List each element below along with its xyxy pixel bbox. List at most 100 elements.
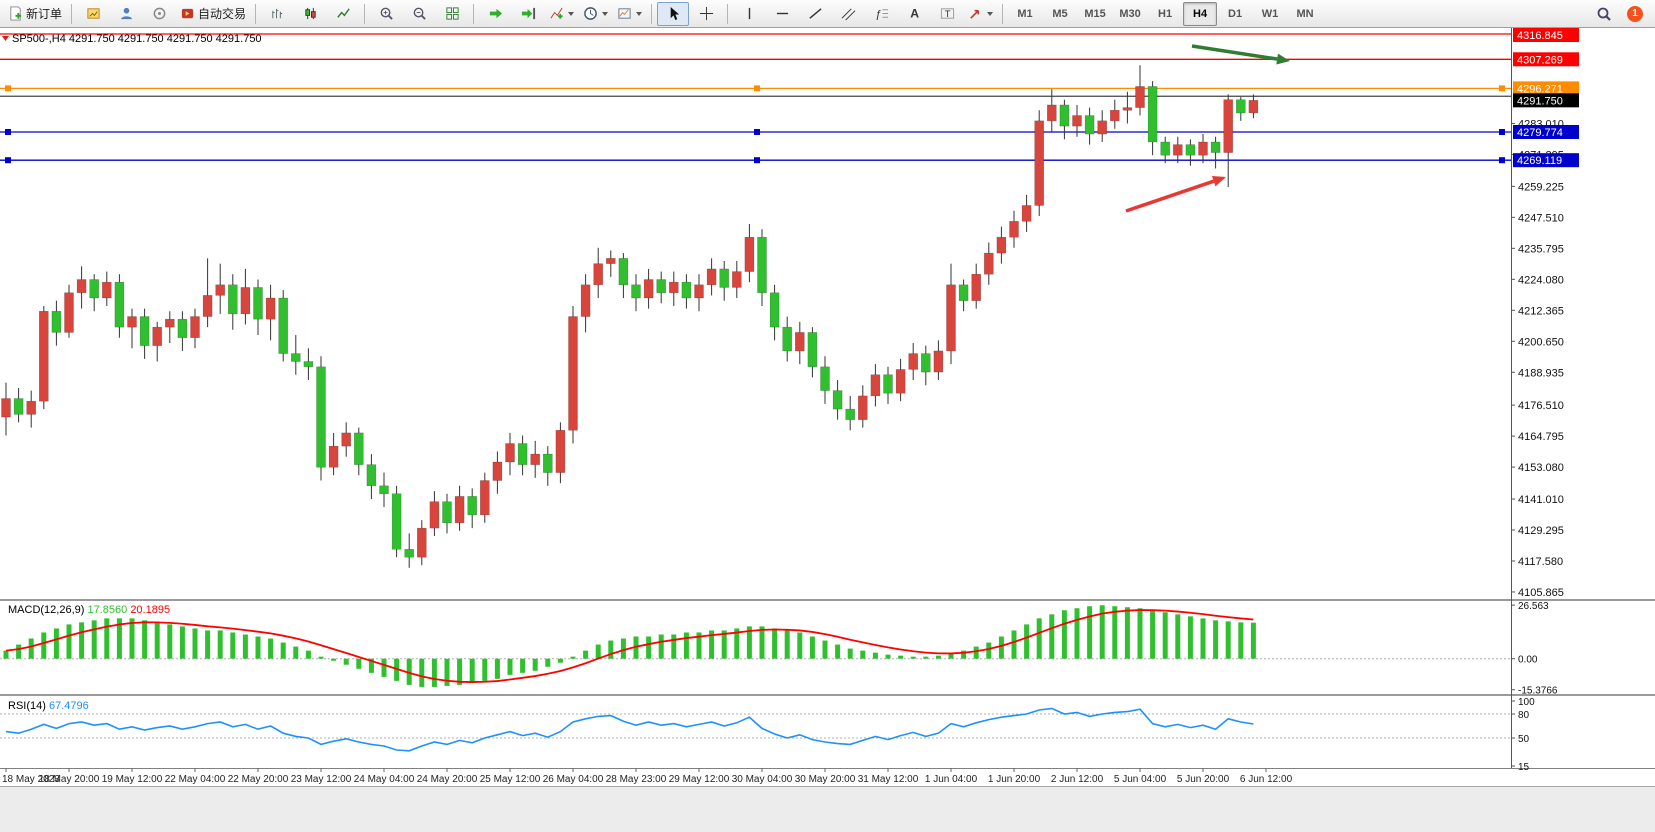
chart-canvas[interactable]: SP500-,H4 4291.750 4291.750 4291.750 429… [0,28,1655,832]
text-tool-button[interactable]: A [898,2,930,26]
search-icon [1597,7,1611,21]
candle-body [1160,141,1170,156]
auto-scroll-button[interactable] [479,2,511,26]
candle-body [51,311,62,333]
notification-badge[interactable]: 1 [1627,5,1643,22]
candle-body [782,326,792,352]
candle-body [631,284,641,299]
candle-body [341,432,351,447]
arrows-tool-button[interactable] [964,2,997,26]
time-axis-label: 5 Jun 04:00 [1114,774,1167,785]
templates-dropdown-caret[interactable] [636,11,643,16]
candle-body [555,430,566,473]
timeframe-w1[interactable]: W1 [1261,7,1279,20]
support-line-upper-handle[interactable] [1499,129,1505,136]
candle-body [102,281,112,299]
text-label-tool-button[interactable]: T [931,2,963,26]
bar-chart-button[interactable] [261,2,293,26]
resistance-line-top-price-tag [1513,28,1579,42]
indicators-dropdown-caret[interactable] [568,11,575,16]
vertical-line-tool-button[interactable] [733,2,765,26]
crosshair-icon [699,6,713,21]
market-watch-button[interactable] [77,2,109,26]
candle-body [719,268,729,288]
chart-shift-button[interactable] [512,2,544,26]
support-line-upper-handle[interactable] [754,129,760,136]
periods-dropdown-caret[interactable] [602,11,609,16]
green-arrow-head[interactable] [1276,53,1290,65]
time-axis-label: 24 May 04:00 [354,774,415,785]
zoom-in-button[interactable] [370,2,402,26]
tile-windows-button[interactable] [436,2,468,26]
support-line-lower-handle[interactable] [1499,157,1505,164]
arrows-dropdown-caret[interactable] [987,11,994,16]
navigator-icon [120,7,132,20]
indicators-button[interactable] [545,2,578,26]
timeframe-d1[interactable]: D1 [1228,7,1243,20]
horizontal-line-tool-button[interactable] [766,2,798,26]
macd-signal-line [5,609,1254,683]
support-line-lower-handle[interactable] [5,157,11,164]
candle-body [190,316,200,338]
candle-body [1236,99,1246,114]
orange-level-line-handle[interactable] [1499,85,1505,92]
candle-body [568,316,578,431]
green-arrow[interactable] [1191,44,1278,61]
candle-body [807,332,818,368]
candle-body [253,287,263,320]
candle-body [933,350,944,373]
candle-body [946,284,956,352]
candle-body [1034,120,1044,206]
candle-body [1110,110,1120,122]
alerts-button[interactable] [143,2,175,26]
search-button[interactable] [1588,2,1620,26]
candle-body [883,374,893,394]
timeframe-h4[interactable]: H4 [1183,1,1218,26]
candle-body [177,318,188,338]
candle-body [681,281,692,299]
candle-body [240,287,251,315]
zoom-out-button[interactable] [403,2,435,26]
cursor-tool-button[interactable] [657,1,690,26]
fibonacci-tool-button[interactable]: ƒ [865,2,897,26]
time-axis-label: 18 May 2023 [2,774,60,785]
candle-body [1122,107,1133,111]
red-arrow[interactable] [1125,179,1215,213]
text-tool-icon: A [910,7,919,21]
templates-button[interactable] [613,2,646,26]
support-line-lower-handle[interactable] [754,157,760,164]
line-chart-icon [336,8,350,18]
trendline-tool-button[interactable] [799,2,831,26]
autotrading-button[interactable]: 自动交易 [176,2,250,26]
candle-body [265,297,276,320]
timeframe-mn[interactable]: MN [1296,7,1314,20]
resistance-line-price-tag [1513,52,1579,67]
line-chart-button[interactable] [327,2,359,26]
candle-body [643,279,654,299]
candle-body [1147,86,1158,143]
time-axis-label: 22 May 04:00 [165,774,226,785]
timeframe-m15[interactable]: M15 [1084,7,1106,20]
svg-text:A: A [910,7,919,21]
candle-body [971,273,981,301]
navigator-button[interactable] [110,2,142,26]
support-line-upper-handle[interactable] [5,129,11,136]
crosshair-tool-button[interactable] [690,2,722,26]
candle-body [1185,144,1196,156]
timeframe-m5[interactable]: M5 [1052,7,1068,20]
candle-body [580,284,591,317]
vertical-line-icon [748,7,750,20]
indicators-icon [550,7,563,19]
candle-body [480,480,490,516]
periods-button[interactable] [579,2,612,26]
channel-tool-button[interactable] [832,2,864,26]
timeframe-m30[interactable]: M30 [1119,7,1141,20]
red-arrow-head[interactable] [1211,175,1226,187]
orange-level-line-handle[interactable] [754,85,760,92]
candlestick-chart-button[interactable] [294,2,326,26]
orange-level-line-handle[interactable] [5,85,11,92]
timeframe-h1[interactable]: H1 [1158,7,1173,20]
new-order-button[interactable]: 新订单 [4,2,66,26]
timeframe-m1[interactable]: M1 [1017,7,1033,20]
candle-body [89,279,99,299]
